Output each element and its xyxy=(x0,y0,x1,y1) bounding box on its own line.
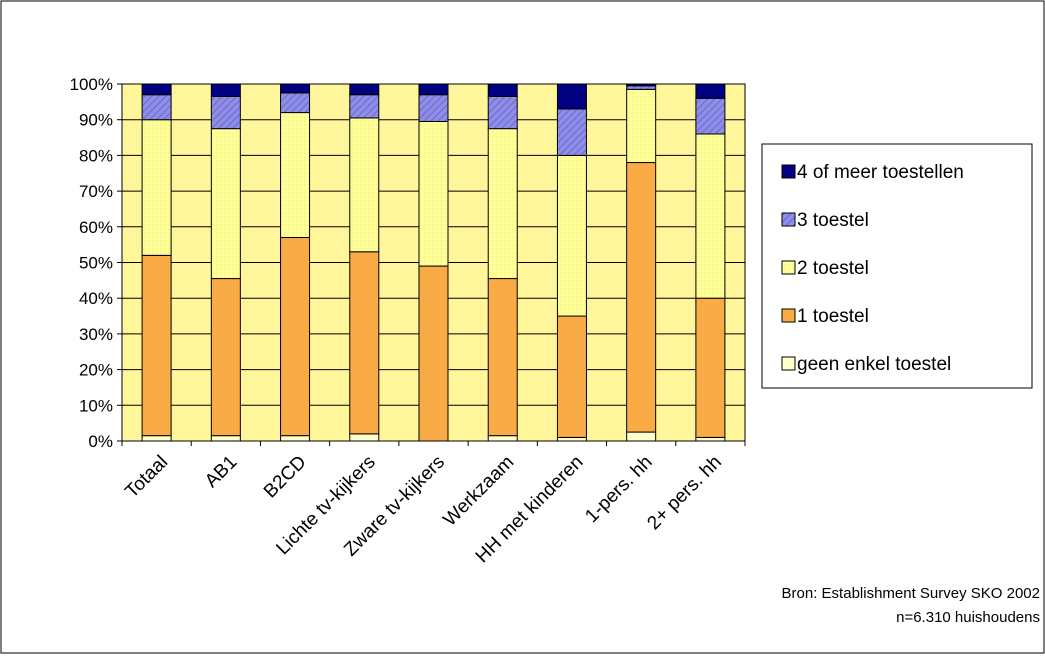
bar-segment xyxy=(695,97,726,135)
bar-segment xyxy=(210,278,241,437)
bar-segment xyxy=(210,128,241,280)
y-tick-label: 100% xyxy=(70,75,113,94)
bar-segment xyxy=(280,92,311,114)
bars xyxy=(121,83,746,446)
bar-segment xyxy=(349,117,380,253)
y-tick-label: 90% xyxy=(79,111,113,130)
bar-segment xyxy=(556,154,587,317)
legend-swatch xyxy=(781,212,796,227)
bar-segment xyxy=(695,297,726,438)
bar-segment xyxy=(349,433,380,442)
bar-segment xyxy=(487,278,518,437)
bar-segment xyxy=(418,94,449,122)
bar-segment xyxy=(487,95,518,130)
bar-segment xyxy=(418,83,449,96)
bar-segment xyxy=(626,85,657,90)
legend-label: 4 of meer toestellen xyxy=(797,162,964,183)
bar-segment xyxy=(210,95,241,130)
bar-segment xyxy=(210,435,241,442)
bar-segment xyxy=(695,133,726,299)
bar-segment xyxy=(695,436,726,442)
bar-segment xyxy=(349,94,380,119)
bar-segment xyxy=(210,83,241,97)
bar-segment xyxy=(280,83,311,94)
bar-segment xyxy=(556,108,587,156)
bar-segment xyxy=(280,435,311,442)
bar-segment xyxy=(487,83,518,97)
y-tick-label: 30% xyxy=(79,325,113,344)
bar-segment xyxy=(626,83,657,87)
legend-swatch xyxy=(781,260,796,275)
y-tick-label: 40% xyxy=(79,289,113,308)
y-axis: 0% 10% 20% 30% 40% 50% 60% 70% 80% 90% 100% xyxy=(70,75,122,451)
bar-segment xyxy=(626,88,657,164)
legend-swatch xyxy=(781,308,796,323)
legend-label: geen enkel toestel xyxy=(797,354,951,375)
legend-label: 1 toestel xyxy=(797,306,869,327)
bar-segment xyxy=(141,254,172,437)
bar-segment xyxy=(141,435,172,442)
bar-segment xyxy=(418,120,449,267)
y-tick-label: 60% xyxy=(79,218,113,237)
bar-segment xyxy=(141,119,172,256)
bar-segment xyxy=(626,162,657,433)
source-note-line1: Bron: Establishment Survey SKO 2002 xyxy=(782,585,1040,602)
legend-label: 3 toestel xyxy=(797,210,869,231)
bar-segment xyxy=(487,435,518,442)
bar-segment xyxy=(556,315,587,438)
bar-segment xyxy=(349,83,380,96)
bar-segment xyxy=(487,128,518,280)
legend: 4 of meer toestellen 3 toestel 2 toestel 1 … xyxy=(781,162,964,375)
bar-segment xyxy=(141,94,172,121)
y-tick-label: 10% xyxy=(79,396,113,415)
bar-segment xyxy=(141,83,172,96)
bar-segment xyxy=(556,83,587,110)
bar-segment xyxy=(695,83,726,99)
legend-swatch xyxy=(781,164,796,179)
y-tick-label: 70% xyxy=(79,182,113,201)
legend-swatch xyxy=(781,356,796,371)
legend-box xyxy=(761,143,1033,389)
bar-segment xyxy=(556,436,587,442)
y-tick-label: 50% xyxy=(79,254,113,273)
y-tick-label: 20% xyxy=(79,361,113,380)
y-tick-label: 0% xyxy=(88,432,113,451)
source-note-line2: n=6.310 huishoudens xyxy=(896,609,1040,626)
bar-segment xyxy=(349,251,380,435)
legend-label: 2 toestel xyxy=(797,258,869,279)
bar-segment xyxy=(626,431,657,442)
bar-segment xyxy=(280,237,311,437)
bar-segment xyxy=(280,112,311,239)
bar-segment xyxy=(418,265,449,442)
y-tick-label: 80% xyxy=(79,146,113,165)
